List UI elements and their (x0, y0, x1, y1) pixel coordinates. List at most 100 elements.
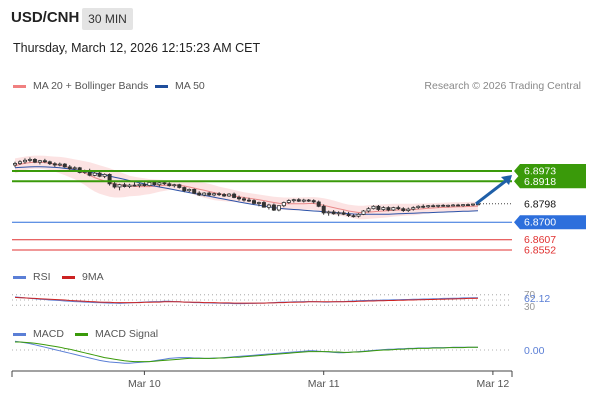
candle (192, 188, 197, 195)
rsi-9ma-line (14, 296, 479, 304)
candle (441, 204, 446, 207)
candle-body (465, 204, 470, 207)
legend-macd: MACD (13, 328, 64, 340)
candle (351, 214, 356, 218)
legend-macd-signal-swatch (75, 332, 88, 336)
candle (241, 196, 246, 202)
rsi-level-label: 70 (524, 290, 536, 301)
candle-body (281, 202, 286, 207)
candle (291, 198, 296, 203)
candle-body (256, 202, 261, 204)
candle (22, 158, 27, 164)
candle-body (32, 158, 37, 163)
macd-line (14, 340, 478, 364)
candle (381, 206, 386, 211)
candle (102, 173, 107, 179)
candle (157, 181, 162, 187)
candle-body (316, 201, 321, 207)
candle-body (326, 211, 331, 214)
candle-body (192, 188, 197, 194)
timeframe-button[interactable]: 30 MIN (82, 8, 133, 30)
legend-9ma-label: 9MA (82, 271, 104, 283)
candle (426, 205, 431, 208)
candle (182, 186, 187, 193)
time-axis: Mar 10 Mar 11 Mar 12 (11, 370, 513, 390)
legend-macd-swatch (13, 332, 26, 336)
candle-body (97, 172, 102, 177)
candle (112, 181, 117, 189)
legend-ma20-label: MA 20 + Bollinger Bands (33, 80, 149, 92)
candle (261, 201, 266, 208)
candle-body (142, 183, 147, 187)
candle (266, 203, 271, 210)
candle (416, 205, 421, 210)
candle (446, 204, 451, 208)
candle-body (27, 158, 32, 161)
candle (296, 198, 301, 202)
candle-body (470, 203, 475, 206)
symbol-title: USD/CNH (11, 9, 80, 26)
candle (251, 199, 256, 205)
candle (470, 203, 475, 207)
legend-rsi-swatch (13, 275, 26, 279)
candle (316, 200, 321, 208)
candle (465, 203, 470, 207)
candle (336, 211, 341, 217)
candle-body (12, 163, 17, 166)
candle (27, 157, 32, 163)
candle (57, 162, 62, 167)
macd-signal-line (15, 341, 478, 363)
candle-body (346, 213, 351, 217)
candle (236, 195, 241, 201)
candle-body (137, 183, 142, 187)
candle-body (396, 207, 401, 210)
candle (361, 210, 366, 216)
candle (356, 213, 361, 218)
candle (62, 163, 67, 168)
candle-body (182, 187, 187, 192)
candle-body (117, 184, 122, 188)
candle-body (47, 161, 52, 165)
candle (431, 204, 436, 208)
candle (217, 192, 222, 196)
candle-body (227, 193, 232, 197)
legend-macd-signal-label: MACD Signal (95, 328, 159, 340)
candle (246, 197, 251, 202)
candle (286, 199, 291, 204)
candle (276, 205, 281, 212)
ma50-line (14, 166, 479, 215)
forecast-arrow-head (501, 175, 512, 185)
candle-body (72, 167, 77, 170)
candle-body (57, 163, 62, 166)
candle-body (236, 197, 241, 200)
candle-body (197, 192, 202, 196)
level-label: 6.8552 (524, 245, 556, 257)
legend-9ma-swatch (62, 275, 75, 279)
candle (396, 205, 401, 210)
credit-text: Research © 2026 Trading Central (424, 80, 581, 92)
candle-body (17, 161, 22, 164)
rsi-level-label: 30 (524, 302, 536, 313)
candle-body (147, 181, 152, 186)
price-panel (12, 155, 480, 220)
candle (461, 204, 466, 207)
x-tick-label: Mar 11 (308, 378, 340, 390)
candle-body (162, 182, 167, 185)
candle (222, 193, 227, 197)
candle (47, 160, 52, 165)
candle-body (356, 213, 361, 217)
candle-body (62, 163, 67, 168)
candle (411, 206, 416, 211)
candle (406, 207, 411, 212)
candle-body (266, 204, 271, 208)
candle (451, 204, 456, 207)
candle (42, 158, 47, 164)
ma20-line (14, 161, 479, 213)
legend-macd-signal: MACD Signal (75, 328, 158, 340)
candle-body (391, 207, 396, 211)
candle-body (92, 172, 97, 176)
legend-rsi-label: RSI (33, 271, 51, 283)
candle-body (291, 199, 296, 202)
candle-body (406, 208, 411, 212)
